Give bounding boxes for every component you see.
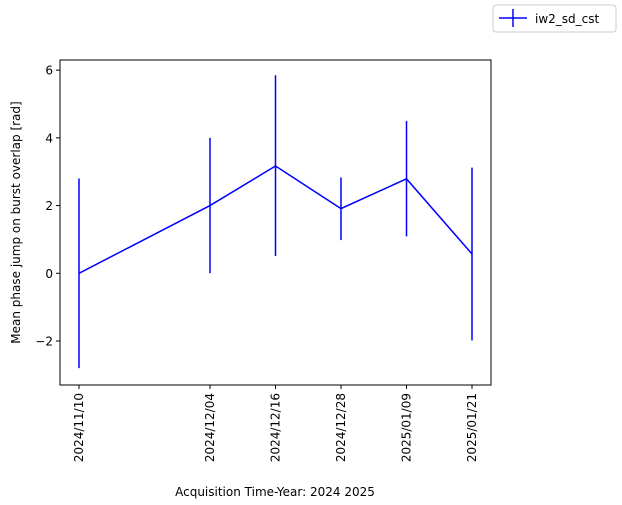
y-tick-label: 0 [45, 267, 53, 281]
legend: iw2_sd_cst [492, 4, 617, 33]
x-tick-label: 2024/12/16 [269, 393, 283, 462]
x-tick-label: 2024/12/28 [334, 393, 348, 462]
x-tick-label: 2025/01/09 [400, 393, 414, 462]
y-tick-label: 4 [45, 131, 53, 145]
y-tick-label: 2 [45, 199, 53, 213]
x-tick-label: 2025/01/21 [465, 393, 479, 462]
legend-label: iw2_sd_cst [535, 12, 600, 26]
series-line [78, 165, 473, 274]
y-tick-label: −2 [35, 334, 53, 348]
legend-box [492, 4, 617, 33]
y-axis: −2 0 2 4 6 [35, 64, 60, 348]
series-layer [78, 75, 473, 369]
x-axis: 2024/11/10 2024/12/04 2024/12/16 2024/12/28… [72, 385, 479, 462]
y-tick-label: 6 [45, 64, 53, 78]
x-axis-label: Acquisition Time-Year: 2024 2025 [175, 485, 375, 499]
x-tick-label: 2024/11/10 [72, 393, 86, 462]
x-tick-label: 2024/12/04 [203, 393, 217, 462]
y-axis-label: Mean phase jump on burst overlap [rad] [9, 101, 23, 343]
